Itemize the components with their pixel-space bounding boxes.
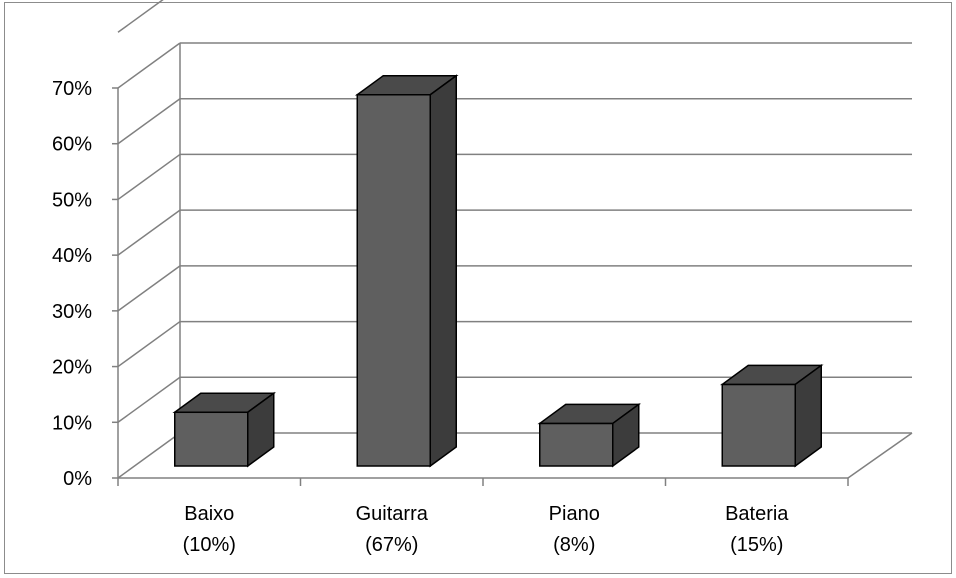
gridline-side <box>117 432 181 479</box>
y-tick-label: 60% <box>52 134 92 156</box>
gridline-side <box>117 376 181 423</box>
y-tick-label: 40% <box>52 245 92 267</box>
bar-baixo <box>174 411 249 467</box>
x-category-label: Bateria <box>725 503 789 525</box>
gridline-side <box>117 98 181 145</box>
bar-bateria <box>721 383 796 467</box>
bar-piano <box>539 422 614 467</box>
y-tick-label: 70% <box>52 78 92 100</box>
y-tick-label: 50% <box>52 189 92 211</box>
x-category-label: Guitarra <box>356 503 429 525</box>
x-category-value-label: (8%) <box>553 534 595 556</box>
bar-side-bateria <box>794 363 822 468</box>
x-category-value-label: (15%) <box>730 534 783 556</box>
gridline-side <box>117 320 181 368</box>
gridline-side <box>117 0 164 33</box>
y-tick-label: 0% <box>63 468 92 490</box>
gridline-side <box>117 153 181 201</box>
x-category-label: Piano <box>549 503 600 525</box>
gridline-side <box>117 265 181 312</box>
bar-guitarra <box>356 93 431 467</box>
bar-side-piano <box>612 402 640 468</box>
gridline-side <box>117 42 181 89</box>
gridline-side <box>117 209 181 256</box>
x-category-value-label: (10%) <box>183 534 236 556</box>
y-tick-label: 30% <box>52 301 92 323</box>
y-tick-label: 10% <box>52 412 92 434</box>
x-category-label: Baixo <box>184 503 234 525</box>
x-category-value-label: (67%) <box>365 534 418 556</box>
bar-side-guitarra <box>429 74 457 468</box>
y-tick-label: 20% <box>52 357 92 379</box>
floor-right-edge <box>847 432 913 479</box>
bar-side-baixo <box>247 391 275 468</box>
